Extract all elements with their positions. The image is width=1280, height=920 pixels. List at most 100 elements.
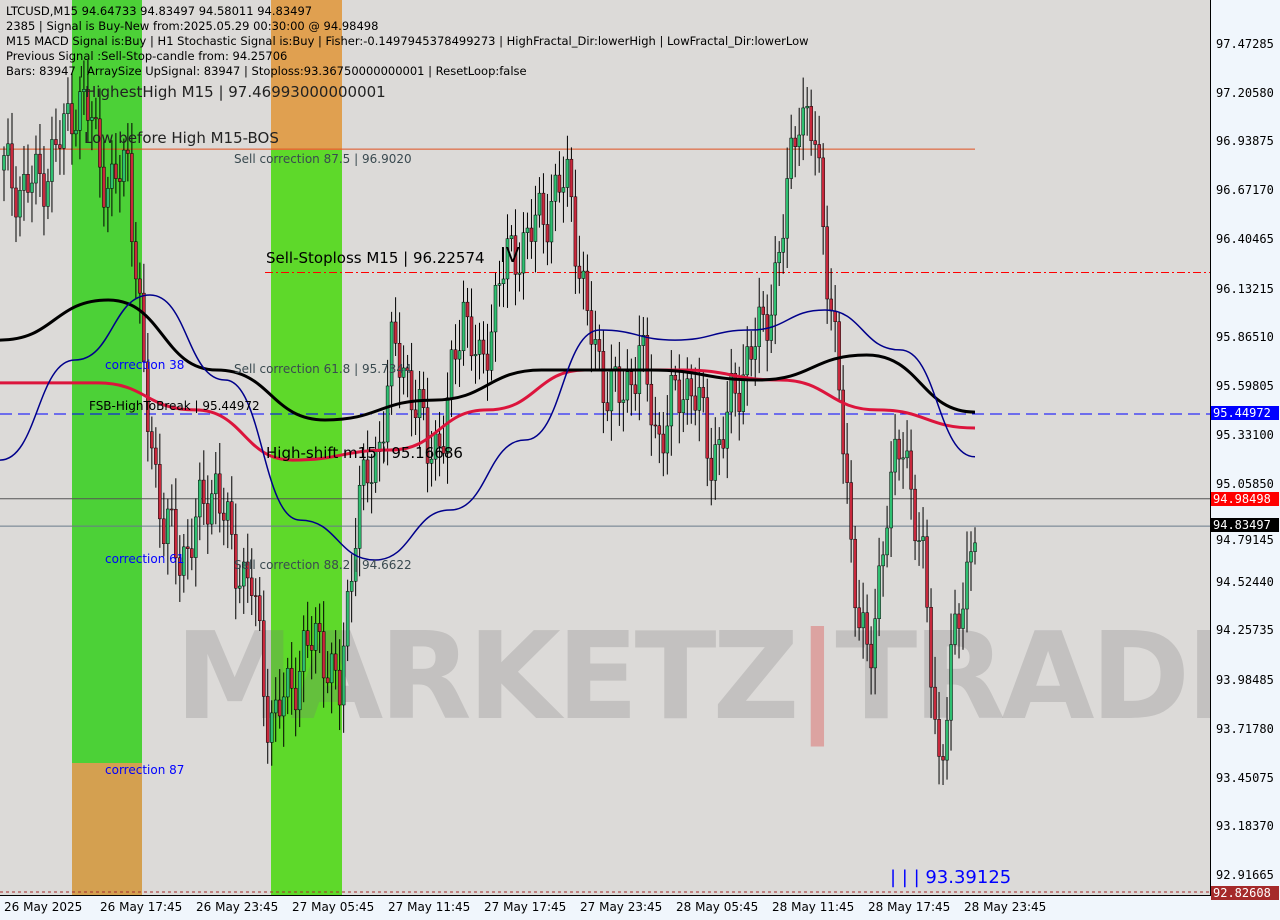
x-tick-label: 26 May 2025 xyxy=(4,900,83,914)
bid-price-tag: 94.83497 xyxy=(1211,518,1279,532)
y-tick-label: 93.98485 xyxy=(1216,673,1274,688)
candle-body xyxy=(677,379,682,414)
candle-body xyxy=(725,411,730,449)
candle-body xyxy=(70,103,74,135)
candle-body xyxy=(102,166,106,208)
candle-body xyxy=(741,374,745,412)
header-ohlc: LTCUSD,M15 94.64733 94.83497 94.58011 94… xyxy=(6,4,313,18)
candle-body xyxy=(905,450,909,459)
candle-body xyxy=(537,192,542,216)
x-tick-label: 28 May 17:45 xyxy=(868,900,951,914)
candle-body xyxy=(186,546,190,549)
candle-body xyxy=(409,370,414,411)
candle-body xyxy=(417,389,422,418)
candle-body xyxy=(50,139,54,182)
candle-body xyxy=(933,686,937,720)
candle-body xyxy=(385,385,390,443)
candle-body xyxy=(457,350,462,360)
y-tick-label: 94.25735 xyxy=(1216,623,1274,638)
candle-body xyxy=(973,542,977,552)
candle-body xyxy=(825,226,829,300)
candle-body xyxy=(773,262,777,316)
candle-body xyxy=(869,643,873,669)
candle-body xyxy=(473,354,478,357)
candle-body xyxy=(521,232,526,274)
candle-body xyxy=(785,178,789,239)
candle-body xyxy=(877,565,881,619)
candle-body xyxy=(497,283,502,286)
candle-body xyxy=(309,645,314,651)
candle-body xyxy=(849,482,853,540)
candle-body xyxy=(425,407,430,464)
candle-body xyxy=(925,536,929,608)
candle-body xyxy=(713,444,718,481)
candle-body xyxy=(110,163,114,189)
candle-body xyxy=(821,157,825,228)
candle-body xyxy=(218,473,222,514)
candle-body xyxy=(697,387,702,411)
candle-body xyxy=(729,373,734,413)
x-tick-label: 28 May 23:45 xyxy=(964,900,1047,914)
candle-body xyxy=(969,551,973,563)
candle-body xyxy=(222,512,226,521)
candle-body xyxy=(126,149,130,154)
x-tick-label: 27 May 11:45 xyxy=(388,900,471,914)
candle-body xyxy=(206,503,210,525)
candle-body xyxy=(198,479,202,518)
candle-body xyxy=(949,644,953,721)
candle-body xyxy=(921,536,925,541)
candle-body xyxy=(705,397,710,459)
candle-body xyxy=(717,439,722,445)
candle-body xyxy=(265,696,270,743)
candle-body xyxy=(929,606,933,688)
candle-body xyxy=(489,331,494,371)
y-tick-label: 93.18370 xyxy=(1216,819,1274,834)
candle-body xyxy=(289,668,294,689)
candle-body xyxy=(381,441,386,444)
candle-body xyxy=(401,367,406,378)
candle-body xyxy=(797,134,801,147)
sell-stoploss-label: Sell-Stoploss M15 | 96.22574 xyxy=(266,249,485,267)
y-tick-label: 95.33100 xyxy=(1216,427,1274,442)
candle-body xyxy=(214,473,218,495)
candle-body xyxy=(853,538,857,609)
candle-body xyxy=(517,272,522,275)
candle-body xyxy=(6,143,10,156)
x-tick-label: 26 May 23:45 xyxy=(196,900,279,914)
candle-body xyxy=(901,457,905,460)
candle-body xyxy=(505,238,510,280)
candle-body xyxy=(701,387,706,398)
candle-body xyxy=(721,439,726,449)
candle-body xyxy=(689,378,694,397)
x-tick-label: 28 May 11:45 xyxy=(772,900,855,914)
candle-body xyxy=(633,384,638,394)
candle-body xyxy=(549,201,554,243)
candle-body xyxy=(841,389,845,455)
candle-body xyxy=(481,339,486,355)
candle-body xyxy=(885,527,889,556)
candle-body xyxy=(485,353,490,371)
candle-body xyxy=(541,192,546,225)
candle-body xyxy=(553,174,558,202)
candle-body xyxy=(645,335,650,385)
candle-body xyxy=(341,645,346,706)
candle-body xyxy=(585,270,590,311)
candle-body xyxy=(238,585,242,589)
candle-body xyxy=(757,306,761,347)
candle-body xyxy=(333,653,338,671)
candle-body xyxy=(337,669,342,706)
candle-body xyxy=(577,265,582,279)
candle-body xyxy=(501,278,506,285)
candle-body xyxy=(301,630,306,672)
candle-body xyxy=(693,395,698,411)
candle-body xyxy=(897,438,901,460)
candle-body xyxy=(749,346,753,360)
ma-navy-line xyxy=(0,294,976,561)
candle-body xyxy=(158,464,162,520)
plot-area[interactable]: MARKETZ|TRADE LTCUSD,M15 94.64733 94.834… xyxy=(0,0,1211,896)
candle-body xyxy=(525,227,530,233)
candle-body xyxy=(369,482,374,484)
candle-body xyxy=(142,292,146,363)
candle-body xyxy=(569,158,574,198)
candle-body xyxy=(285,668,290,698)
